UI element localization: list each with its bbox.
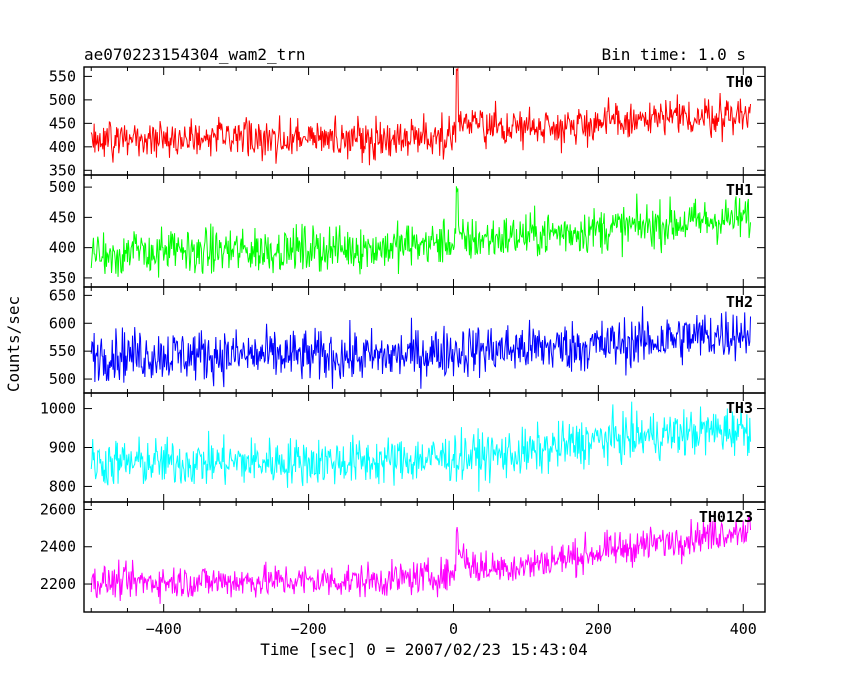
y-axis-label: Counts/sec bbox=[4, 296, 23, 392]
x-tick-label: 200 bbox=[585, 620, 612, 638]
panels-group: 350 400 450 500 550 TH0 350 400 450 500 TH1 500 550 6… bbox=[40, 66, 766, 613]
panel-name-th0: TH0 bbox=[726, 73, 753, 91]
series-line-th2 bbox=[90, 306, 752, 389]
y-tick-label: 500 bbox=[49, 178, 76, 196]
x-tick-label: −200 bbox=[291, 620, 327, 638]
y-tick-label: 500 bbox=[49, 370, 76, 388]
y-tick-label: 500 bbox=[49, 91, 76, 109]
x-tick-label: 400 bbox=[730, 620, 757, 638]
y-tick-label: 800 bbox=[49, 477, 76, 495]
panel-th0: 350 400 450 500 550 TH0 bbox=[49, 66, 766, 179]
y-tick-label: 450 bbox=[49, 208, 76, 226]
y-tick-label: 2200 bbox=[40, 575, 76, 593]
bin-time-label: Bin time: 1.0 s bbox=[602, 45, 747, 64]
x-axis-label: Time [sec] 0 = 2007/02/23 15:43:04 bbox=[260, 640, 588, 659]
series-line-th0123 bbox=[90, 515, 752, 604]
y-tick-label: 600 bbox=[49, 314, 76, 332]
y-tick-label: 350 bbox=[49, 269, 76, 287]
y-tick-label: 2400 bbox=[40, 538, 76, 556]
y-tick-label: 550 bbox=[49, 67, 76, 85]
y-tick-label: 650 bbox=[49, 286, 76, 304]
x-tick-label: −400 bbox=[146, 620, 182, 638]
series-line-th1 bbox=[90, 186, 752, 278]
x-tick-labels: −400 −200 0 200 400 bbox=[146, 620, 757, 638]
y-tick-label: 450 bbox=[49, 114, 76, 132]
panel-frame bbox=[83, 174, 766, 288]
panel-name-th3: TH3 bbox=[726, 399, 753, 417]
x-tick-label: 0 bbox=[449, 620, 458, 638]
panel-th1: 350 400 450 500 TH1 bbox=[49, 174, 766, 288]
panel-th2: 500 550 600 650 TH2 bbox=[49, 286, 766, 394]
y-tick-label: 550 bbox=[49, 342, 76, 360]
y-tick-label: 1000 bbox=[40, 400, 76, 418]
panel-th0123: 2200 2400 2600 TH0123 bbox=[40, 500, 766, 613]
panel-name-th0123: TH0123 bbox=[699, 508, 753, 526]
chart-title: ae070223154304_wam2_trn bbox=[84, 45, 306, 64]
y-tick-label: 350 bbox=[49, 161, 76, 179]
panel-name-th1: TH1 bbox=[726, 181, 753, 199]
panel-frame bbox=[83, 66, 766, 176]
y-tick-label: 400 bbox=[49, 138, 76, 156]
series-line-th0 bbox=[90, 67, 752, 166]
y-tick-label: 900 bbox=[49, 439, 76, 457]
panel-name-th2: TH2 bbox=[726, 293, 753, 311]
series-line-th3 bbox=[90, 401, 752, 492]
panel-frame bbox=[83, 501, 766, 613]
y-tick-label: 400 bbox=[49, 239, 76, 257]
y-tick-label: 2600 bbox=[40, 500, 76, 518]
panel-frame bbox=[83, 392, 766, 503]
panel-th3: 800 900 1000 TH3 bbox=[40, 392, 766, 503]
